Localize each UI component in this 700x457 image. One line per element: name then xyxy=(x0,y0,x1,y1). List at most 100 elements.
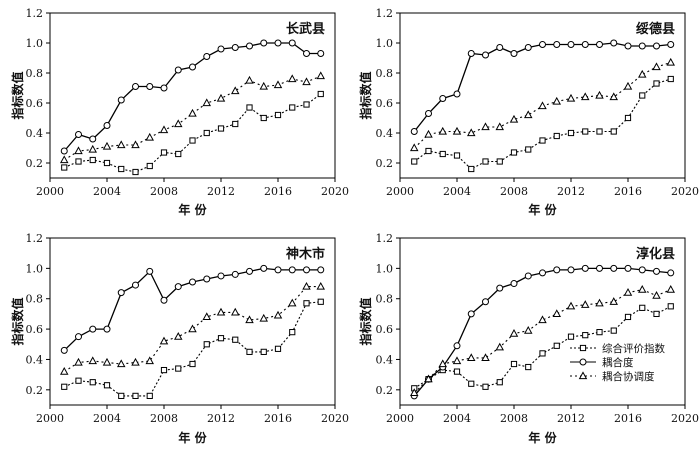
data-point-triangle xyxy=(652,291,661,299)
x-tick-label: 2004 xyxy=(93,185,121,198)
legend-label: 耦合度 xyxy=(602,356,634,369)
x-tick-label: 2000 xyxy=(36,185,64,198)
data-point-square xyxy=(103,382,111,389)
series-line-circle xyxy=(63,42,321,152)
data-point-square xyxy=(146,162,153,170)
x-tick-label: 2000 xyxy=(386,185,414,198)
data-point-square xyxy=(132,168,139,176)
x-axis-label: 年 份 xyxy=(178,430,207,445)
data-point-square xyxy=(260,114,267,122)
data-point-circle xyxy=(274,39,282,47)
y-tick-label: 0.2 xyxy=(26,157,44,170)
y-axis-label: 指标数值 xyxy=(10,71,25,119)
y-tick-label: 0.2 xyxy=(26,384,44,397)
y-tick-label: 1.2 xyxy=(26,232,44,245)
data-point-triangle xyxy=(159,125,169,134)
data-point-triangle xyxy=(495,122,504,131)
data-point-square xyxy=(118,392,125,399)
data-point-triangle xyxy=(623,288,633,296)
data-point-square xyxy=(89,156,96,164)
data-point-triangle xyxy=(623,81,633,90)
x-tick-label: 2016 xyxy=(614,412,642,425)
data-point-circle xyxy=(496,284,504,292)
data-point-square xyxy=(468,165,475,173)
data-point-triangle xyxy=(410,388,419,396)
data-point-triangle xyxy=(467,353,476,362)
chart-panel-4: 2000 2004 2008 2012 2016 2020 0.2 0.4 0.6 0.8 1.0 1… xyxy=(358,232,699,445)
data-point-circle xyxy=(482,51,489,59)
data-point-triangle xyxy=(60,366,69,375)
data-point-square xyxy=(217,335,225,342)
y-tick-label: 1.0 xyxy=(26,37,44,50)
x-tick-label: 2000 xyxy=(36,412,64,425)
data-point-square xyxy=(453,152,461,159)
x-tick-label: 2012 xyxy=(207,412,235,425)
data-point-triangle xyxy=(131,140,140,149)
data-point-triangle xyxy=(438,126,447,135)
data-point-square xyxy=(289,329,296,336)
data-point-square xyxy=(75,158,82,165)
data-point-circle xyxy=(89,325,97,333)
data-point-square xyxy=(667,75,674,83)
data-point-circle xyxy=(453,90,461,98)
data-point-circle xyxy=(467,50,475,57)
plot-frame xyxy=(49,237,336,406)
x-tick-label: 2000 xyxy=(386,412,414,425)
data-point-circle xyxy=(596,264,603,272)
series-line-square xyxy=(413,78,671,170)
data-point-circle xyxy=(453,342,461,350)
data-point-circle xyxy=(246,267,253,275)
data-point-square xyxy=(596,128,603,135)
data-point-triangle xyxy=(245,75,254,84)
data-point-square xyxy=(653,80,660,87)
chart-panel-2: 2000 2004 2008 2012 2016 2020 0.2 0.4 0.6 0.8 1.0 1… xyxy=(358,7,699,217)
data-point-triangle xyxy=(481,353,490,362)
data-point-circle xyxy=(260,264,268,272)
y-tick-label: 1.0 xyxy=(26,262,44,275)
data-point-triangle xyxy=(231,307,240,316)
x-tick-label: 2016 xyxy=(264,185,292,198)
data-point-square xyxy=(132,392,139,399)
data-point-triangle xyxy=(174,332,183,340)
x-tick-label: 2004 xyxy=(443,412,471,425)
data-point-circle xyxy=(174,283,182,291)
data-point-triangle xyxy=(638,284,647,293)
data-point-triangle xyxy=(452,356,462,365)
data-point-circle xyxy=(231,270,239,278)
data-point-circle xyxy=(160,296,168,304)
data-point-triangle xyxy=(74,357,83,366)
data-point-triangle xyxy=(524,110,533,119)
data-point-triangle xyxy=(595,298,604,307)
data-point-triangle xyxy=(302,77,311,86)
data-point-circle xyxy=(653,42,660,50)
data-point-square xyxy=(639,92,646,99)
data-point-square xyxy=(610,128,617,135)
data-point-square xyxy=(274,345,282,352)
data-point-triangle xyxy=(188,108,197,117)
data-point-triangle xyxy=(666,284,675,293)
data-point-circle xyxy=(667,41,675,48)
data-point-triangle xyxy=(609,92,618,101)
plot-frame xyxy=(399,237,686,406)
data-point-square xyxy=(175,365,182,372)
x-tick-label: 2008 xyxy=(500,185,528,198)
x-axis-label: 年 份 xyxy=(178,202,207,217)
data-point-circle xyxy=(103,325,111,333)
data-point-circle xyxy=(132,281,139,289)
data-point-circle xyxy=(667,269,675,277)
data-point-circle xyxy=(510,50,518,57)
data-point-circle xyxy=(117,96,125,104)
data-point-square xyxy=(317,298,324,305)
data-point-triangle xyxy=(145,356,154,365)
x-tick-label: 2020 xyxy=(321,412,349,425)
data-point-triangle xyxy=(581,300,590,308)
data-point-circle xyxy=(189,278,196,286)
legend-label: 综合评价指数 xyxy=(602,342,665,355)
data-point-circle xyxy=(288,39,296,47)
x-tick-label: 2020 xyxy=(321,185,349,198)
data-point-circle xyxy=(624,42,632,50)
data-point-triangle xyxy=(552,309,561,318)
x-tick-label: 2004 xyxy=(443,185,471,198)
x-tick-label: 2012 xyxy=(557,412,585,425)
data-point-square xyxy=(246,104,253,111)
